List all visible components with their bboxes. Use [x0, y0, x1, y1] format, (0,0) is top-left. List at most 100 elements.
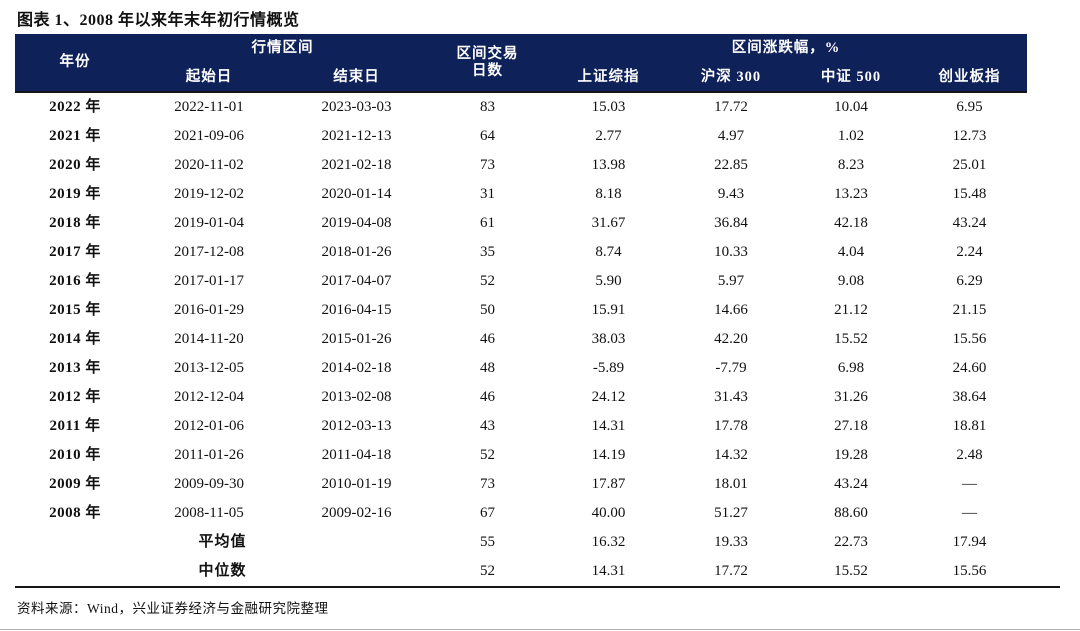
year-cell: 2021 年: [49, 128, 101, 144]
chinext-change-cell: 6.29: [956, 273, 983, 289]
chinext-change-cell: 15.48: [952, 186, 987, 202]
trading-days-cell: 48: [480, 360, 495, 376]
table-row: 2017 年 2017-12-08 2018-01-26 35 8.74 10.33 4.0…: [15, 238, 1027, 267]
year-cell: 2014 年: [49, 331, 101, 347]
table-row: 2013 年 2013-12-05 2014-02-18 48 -5.89 -7.79 6.…: [15, 354, 1027, 383]
zz500-change-cell: 19.28: [834, 447, 868, 463]
table-row: 2021 年 2021-09-06 2021-12-13 64 2.77 4.97 1.02…: [15, 122, 1027, 151]
sse-change-cell: 14.31: [591, 418, 626, 434]
chinext-change-cell: 24.60: [952, 360, 987, 376]
zz500-change-cell: 31.26: [834, 389, 868, 405]
hs300-change-cell: 36.84: [714, 215, 748, 231]
trading-days-cell: 52: [480, 447, 495, 463]
table-row: 2012 年 2012-12-04 2013-02-08 46 24.12 31.43 31…: [15, 383, 1027, 412]
figure-title: 图表 1、2008 年以来年末年初行情概览: [17, 12, 300, 29]
market-overview-table: 年份 行情区间 区间交易 日数 区间涨跌幅，% 起始日 结束日 上证综指 沪深 …: [15, 34, 1027, 586]
table-row: 2016 年 2017-01-17 2017-04-07 52 5.90 5.97 9.08…: [15, 267, 1027, 296]
year-cell: 2015 年: [49, 302, 101, 318]
end-date-cell: 2013-02-08: [321, 389, 392, 405]
hs300-change-cell: 51.27: [714, 505, 748, 521]
sse-change-cell: 8.18: [595, 186, 622, 202]
start-date-cell: 2019-12-02: [174, 186, 244, 202]
sse-change-cell: 15.03: [591, 99, 626, 115]
hs300-change-cell: 18.01: [714, 476, 748, 492]
col-header-range-group: 行情区间: [251, 40, 314, 57]
sse-change-cell: 8.74: [595, 244, 622, 260]
year-cell: 2009 年: [49, 476, 101, 492]
chinext-change-cell: 17.94: [952, 534, 987, 550]
year-cell: 2017 年: [49, 244, 101, 260]
trading-days-cell: 73: [480, 157, 495, 173]
hs300-change-cell: 14.32: [714, 447, 748, 463]
col-header-change-group: 区间涨跌幅，%: [731, 40, 841, 57]
hs300-change-cell: 19.33: [714, 534, 748, 550]
year-cell: 2022 年: [49, 99, 101, 115]
trading-days-cell: 50: [480, 302, 495, 318]
start-date-cell: 2013-12-05: [174, 360, 244, 376]
trading-days-cell: 64: [480, 128, 495, 144]
summary-label-cell: 平均值: [198, 534, 247, 550]
zz500-change-cell: 1.02: [837, 128, 865, 144]
sse-change-cell: 38.03: [591, 331, 626, 347]
sse-change-cell: 24.12: [591, 389, 626, 405]
zz500-change-cell: 22.73: [834, 534, 868, 550]
trading-days-cell: 52: [480, 563, 495, 579]
zz500-change-cell: 15.52: [834, 331, 868, 347]
table-row: 2009 年 2009-09-30 2010-01-19 73 17.87 18.01 43…: [15, 470, 1027, 499]
end-date-cell: 2011-04-18: [321, 447, 392, 463]
year-cell: 2011 年: [49, 418, 101, 434]
start-date-cell: 2017-01-17: [174, 273, 244, 289]
sse-change-cell: 14.19: [591, 447, 626, 463]
end-date-cell: 2019-04-08: [321, 215, 392, 231]
year-cell: 2013 年: [49, 360, 101, 376]
year-cell: 2019 年: [49, 186, 101, 202]
sse-change-cell: 16.32: [591, 534, 626, 550]
trading-days-cell: 35: [480, 244, 495, 260]
chinext-change-cell: —: [962, 476, 977, 492]
trading-days-cell: 43: [480, 418, 495, 434]
col-header-sse: 上证综指: [577, 68, 640, 85]
start-date-cell: 2012-01-06: [174, 418, 244, 434]
start-date-cell: 2020-11-02: [174, 157, 244, 173]
col-header-trading-days-line2: 日数: [472, 62, 503, 79]
hs300-change-cell: 5.97: [717, 273, 745, 289]
zz500-change-cell: 9.08: [837, 273, 865, 289]
col-header-hs300: 沪深 300: [700, 68, 762, 85]
col-header-start-date: 起始日: [185, 68, 233, 85]
start-date-cell: 2014-11-20: [174, 331, 244, 347]
zz500-change-cell: 43.24: [834, 476, 868, 492]
year-cell: 2008 年: [49, 505, 101, 521]
sse-change-cell: -5.89: [592, 360, 625, 376]
trading-days-cell: 55: [480, 534, 495, 550]
col-header-year: 年份: [59, 54, 91, 71]
trading-days-cell: 61: [480, 215, 495, 231]
start-date-cell: 2008-11-05: [174, 505, 244, 521]
sse-change-cell: 5.90: [595, 273, 622, 289]
chinext-change-cell: 2.24: [956, 244, 983, 260]
table-bottom-rule: [15, 586, 1060, 588]
zz500-change-cell: 10.04: [834, 99, 868, 115]
year-cell: 2010 年: [49, 447, 101, 463]
header-row-groups: 年份 行情区间 区间交易 日数 区间涨跌幅，%: [15, 34, 1027, 78]
end-date-cell: 2023-03-03: [321, 99, 392, 115]
chinext-change-cell: 25.01: [952, 157, 987, 173]
chinext-change-cell: 38.64: [952, 389, 987, 405]
start-date-cell: 2009-09-30: [174, 476, 244, 492]
sse-change-cell: 14.31: [591, 563, 626, 579]
table-row: 2011 年 2012-01-06 2012-03-13 43 14.31 17.78 27…: [15, 412, 1027, 441]
hs300-change-cell: 22.85: [714, 157, 748, 173]
end-date-cell: 2017-04-07: [321, 273, 392, 289]
trading-days-cell: 52: [480, 273, 495, 289]
end-date-cell: 2016-04-15: [321, 302, 392, 318]
hs300-change-cell: 4.97: [717, 128, 745, 144]
hs300-change-cell: 9.43: [717, 186, 745, 202]
hs300-change-cell: 31.43: [714, 389, 748, 405]
end-date-cell: 2020-01-14: [321, 186, 392, 202]
start-date-cell: 2021-09-06: [174, 128, 244, 144]
start-date-cell: 2012-12-04: [174, 389, 244, 405]
table-row: 2010 年 2011-01-26 2011-04-18 52 14.19 14.32 19…: [15, 441, 1027, 470]
year-cell: 2018 年: [49, 215, 101, 231]
chinext-change-cell: —: [962, 505, 977, 521]
zz500-change-cell: 6.98: [837, 360, 865, 376]
hs300-change-cell: 10.33: [714, 244, 748, 260]
